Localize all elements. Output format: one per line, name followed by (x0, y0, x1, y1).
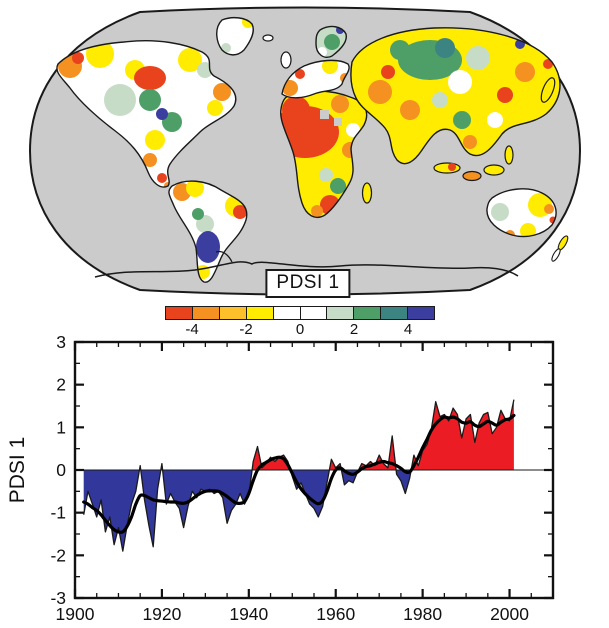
continent-asia (350, 27, 561, 182)
colorbar-tick-label: -4 (185, 321, 199, 338)
colorbar-segment (166, 307, 193, 319)
y-axis-tick-label: 2 (56, 375, 66, 395)
island-britain (280, 51, 292, 69)
continent-south-america (168, 180, 248, 283)
colorbar-segment (273, 307, 301, 319)
islands-southeast-asia (433, 145, 514, 182)
x-axis-tick-label: 1980 (403, 604, 442, 624)
x-axis-tick-label: 1900 (56, 604, 95, 624)
colorbar-segment (219, 307, 247, 319)
world-map (28, 6, 582, 296)
y-axis-tick-label: 1 (56, 417, 66, 437)
colorbar-segment (246, 307, 274, 319)
x-axis-tick-label: 1920 (142, 604, 181, 624)
colorbar-tick-label: 2 (349, 321, 359, 338)
y-axis-tick-label: 0 (56, 460, 66, 480)
colorbar (165, 306, 435, 320)
colorbar-segment (354, 307, 382, 319)
coast-antarctica (94, 261, 519, 278)
colorbar-tick-label: 4 (403, 321, 413, 338)
coast-antarctica-peninsula (215, 250, 233, 263)
colorbar-segment (327, 307, 355, 319)
series-area-positive (83, 399, 514, 470)
colorbar-tick-label: -2 (239, 321, 253, 338)
x-axis-tick-label: 2000 (490, 604, 529, 624)
island-japan (540, 77, 556, 103)
map-title-badge: PDSI 1 (265, 269, 351, 298)
x-axis-tick-label: 1960 (316, 604, 355, 624)
y-axis-tick-label: -1 (50, 503, 66, 523)
continent-australia (486, 188, 569, 262)
y-axis-tick-label: -2 (50, 545, 66, 565)
colorbar-wrap: -4 -2 0 2 4 (165, 306, 435, 340)
y-axis-tick-label: -3 (50, 588, 66, 608)
continent-north-america (56, 40, 237, 188)
colorbar-segment (192, 307, 220, 319)
colorbar-segment (381, 307, 409, 319)
island-madagascar (361, 182, 373, 204)
map-title-text: PDSI 1 (276, 272, 340, 293)
y-axis-title: PDSI 1 (6, 437, 29, 504)
colorbar-tick-label: 0 (295, 321, 305, 338)
pdsi-timeseries-chart: 1900 1920 1940 1960 1980 2000 -3 -2 -1 0 1 2 3 PDSI 1 (6, 332, 555, 624)
series-area-negative (83, 470, 514, 552)
x-axis-tick-label: 1940 (229, 604, 268, 624)
island-new-zealand-south (551, 248, 561, 262)
smoothed-series-line (82, 413, 516, 534)
y-axis-tick-label: 3 (56, 332, 66, 352)
colorbar-segment (408, 307, 435, 319)
continent-europe (262, 25, 350, 99)
island-iceland (262, 34, 274, 42)
colorbar-segment (300, 307, 328, 319)
